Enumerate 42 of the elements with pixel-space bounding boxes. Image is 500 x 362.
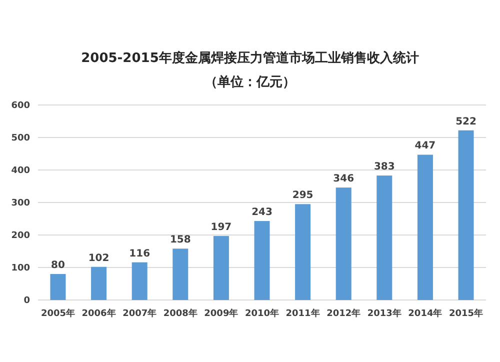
x-tick-label: 2009年 (204, 308, 238, 319)
bar (91, 266, 107, 300)
x-tick-label: 2007年 (122, 308, 157, 319)
y-tick-label: 500 (11, 134, 30, 144)
bar (132, 262, 148, 300)
x-tick-label: 2013年 (367, 308, 402, 319)
x-tick-label: 2008年 (163, 308, 198, 319)
data-label: 80 (51, 260, 65, 271)
bar (213, 236, 229, 300)
data-label: 522 (456, 116, 476, 128)
x-tick-label: 2014年 (408, 308, 442, 319)
bar (417, 154, 433, 300)
data-label: 243 (252, 207, 272, 218)
y-tick-label: 100 (11, 264, 30, 274)
bar (376, 176, 392, 300)
x-tick-label: 2015年 (448, 308, 484, 319)
data-label: 158 (170, 234, 191, 246)
y-tick-label: 600 (11, 101, 30, 112)
data-label: 346 (333, 174, 354, 185)
x-tick-label: 2006年 (82, 308, 116, 319)
x-tick-label: 2012年 (326, 308, 361, 319)
data-label: 447 (414, 140, 436, 152)
data-label: 383 (374, 162, 395, 173)
x-tick-label: 2005年 (40, 308, 76, 319)
chart-title: 2005-2015年度金属焊接压力管道市场工业销售收入统计 (81, 50, 419, 66)
bar (458, 130, 474, 300)
data-label: 295 (292, 190, 314, 202)
y-tick-label: 400 (11, 166, 30, 176)
data-label: 197 (210, 222, 232, 233)
x-tick-label: 2010年 (244, 308, 280, 319)
y-tick-label: 300 (11, 198, 30, 209)
data-label: 102 (88, 252, 110, 264)
data-label: 116 (129, 248, 150, 260)
chart-subtitle: （单位：亿元） (204, 74, 296, 90)
bar (172, 248, 188, 300)
bar (295, 204, 311, 300)
bar (336, 188, 352, 300)
x-tick-label: 2011年 (286, 308, 320, 319)
y-tick-label: 200 (11, 231, 30, 242)
y-tick-label: 0 (24, 296, 30, 306)
bar (50, 274, 66, 300)
bar (254, 221, 270, 300)
